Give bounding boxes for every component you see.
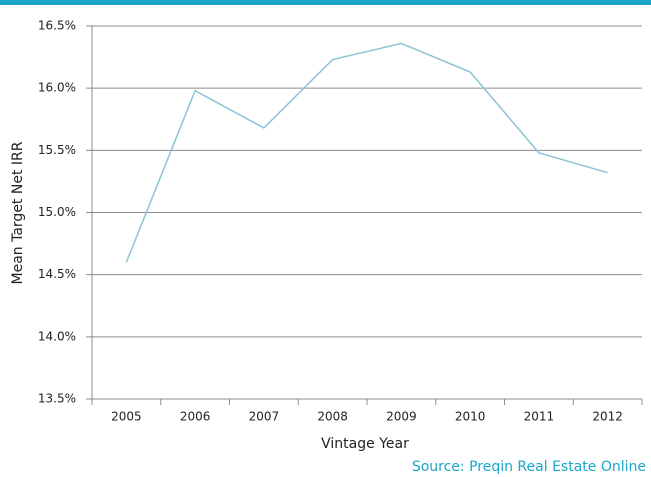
x-tick-label: 2010: [455, 410, 486, 424]
x-tick-label: 2005: [111, 410, 142, 424]
x-tick-label: 2006: [180, 410, 211, 424]
x-tick-label: 2007: [249, 410, 280, 424]
y-tick-label: 14.0%: [38, 329, 76, 343]
y-tick-label: 16.0%: [38, 81, 76, 95]
x-tick-label: 2011: [524, 410, 555, 424]
y-tick-label: 13.5%: [38, 392, 76, 406]
y-tick-label: 15.5%: [38, 143, 76, 157]
x-tick-label: 2012: [592, 410, 623, 424]
top-bar: [0, 0, 651, 5]
source-note: Source: Preqin Real Estate Online: [412, 459, 646, 475]
y-tick-label: 15.0%: [38, 205, 76, 219]
y-axis-label: Mean Target Net IRR: [10, 141, 26, 284]
data-line: [125, 42, 608, 263]
y-tick-label: 14.5%: [38, 267, 76, 281]
y-tick-label: 16.5%: [38, 19, 76, 33]
x-tick-label: 2008: [317, 410, 348, 424]
x-axis-label: Vintage Year: [321, 436, 409, 452]
x-tick-label: 2009: [386, 410, 417, 424]
